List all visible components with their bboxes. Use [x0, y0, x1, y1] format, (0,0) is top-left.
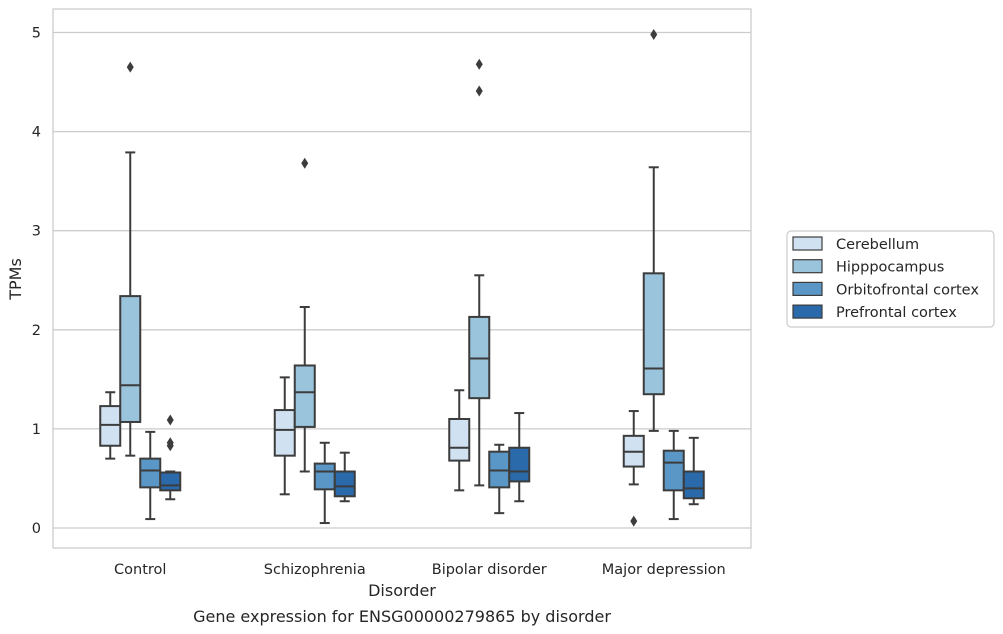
box	[273, 409, 296, 457]
box-group	[293, 157, 316, 473]
box	[313, 462, 336, 491]
box-group	[119, 61, 142, 457]
box-group	[508, 412, 531, 503]
box	[159, 471, 182, 492]
box	[333, 470, 356, 498]
outlier-point	[126, 61, 134, 73]
box	[642, 272, 665, 396]
box-group	[448, 389, 471, 492]
y-tick-label: 2	[32, 323, 41, 339]
x-tick-label: Control	[114, 562, 166, 578]
x-axis-label: Disorder	[368, 581, 436, 600]
box	[662, 449, 685, 492]
box-group	[488, 443, 511, 515]
legend-swatch	[792, 281, 823, 296]
box-group	[159, 414, 182, 501]
outlier-point	[630, 515, 638, 527]
x-tick-label: Major depression	[602, 562, 726, 578]
legend: Cerebellum Hipppocampus Orbitofrontal cort…	[786, 230, 995, 328]
y-tick-label: 1	[32, 422, 41, 438]
legend-frame	[786, 230, 995, 328]
box-group	[273, 376, 296, 496]
x-tick-labels: Control Schizophrenia Bipolar disorder Majo…	[114, 562, 726, 578]
chart-caption: Gene expression for ENSG00000279865 by d…	[193, 607, 611, 626]
y-tick-label: 5	[32, 26, 41, 42]
box-group	[682, 436, 705, 506]
x-tick-label: Schizophrenia	[264, 562, 366, 578]
box-group	[139, 430, 162, 521]
outlier-point	[650, 28, 658, 40]
legend-swatch	[792, 304, 823, 319]
grid	[53, 31, 751, 529]
box	[139, 457, 162, 489]
box-group	[468, 58, 491, 487]
y-tick-label: 3	[32, 224, 41, 240]
box	[508, 446, 531, 483]
box	[293, 364, 316, 428]
box	[119, 295, 142, 423]
legend-label: Orbitofrontal cortex	[836, 282, 979, 298]
plot-frame	[52, 8, 752, 549]
box-group	[333, 451, 356, 503]
box-group	[99, 391, 122, 460]
y-tick-labels: 0 1 2 3 4 5	[32, 26, 41, 538]
y-axis-label: TPMs	[6, 258, 25, 301]
outlier-point	[475, 85, 483, 97]
legend-swatch	[792, 259, 823, 274]
box	[682, 470, 705, 500]
y-tick-label: 4	[32, 125, 41, 141]
legend-label: Hipppocampus	[836, 260, 944, 276]
boxes	[99, 28, 705, 527]
y-tick-label: 0	[32, 521, 41, 537]
outlier-point	[301, 157, 309, 169]
box-group	[662, 429, 685, 521]
x-tick-label: Bipolar disorder	[432, 562, 547, 578]
outlier-point	[166, 414, 174, 426]
outlier-point	[475, 58, 483, 70]
legend-label: Prefrontal cortex	[836, 305, 957, 321]
box	[448, 417, 471, 462]
legend-label: Cerebellum	[836, 237, 919, 253]
box-group	[622, 410, 645, 527]
legend-swatch	[792, 236, 823, 251]
box-group	[313, 441, 336, 525]
box-group	[642, 28, 665, 432]
outlier-point	[166, 437, 174, 449]
